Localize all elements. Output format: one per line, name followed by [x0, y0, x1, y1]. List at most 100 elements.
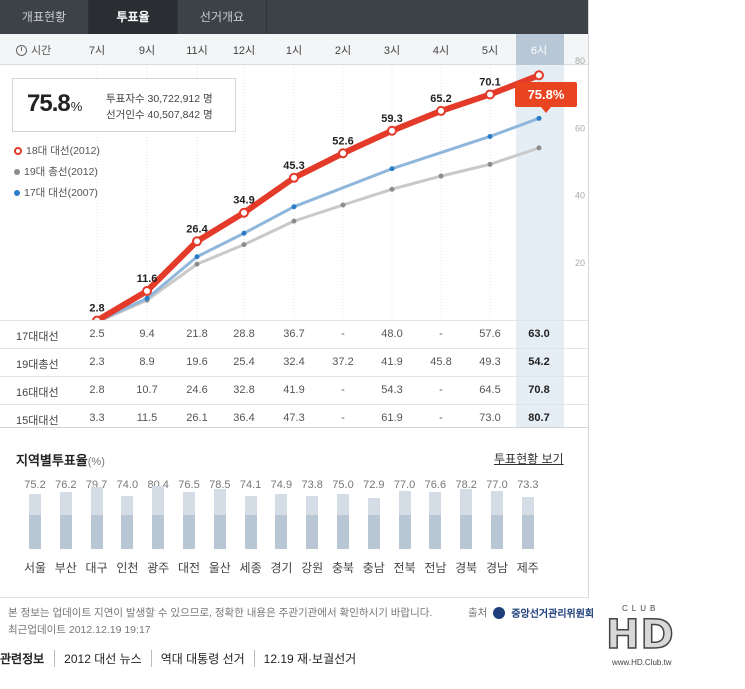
table-cell: 47.3 — [283, 412, 305, 424]
region-name: 전북 — [393, 561, 416, 575]
electors-count: 선거인수 40,507,842 명 — [106, 109, 213, 121]
table-cell: - — [439, 328, 443, 340]
table-cell: 48.0 — [381, 328, 403, 340]
region-value: 77.0 — [393, 479, 416, 491]
region-value: 75.0 — [332, 479, 354, 491]
data-point — [438, 173, 444, 179]
region-bar-cap — [337, 494, 349, 515]
region-bar — [121, 495, 134, 549]
legend-label: 17대 대선(2007) — [24, 187, 98, 199]
table-row: 17대대선 2.5 9.4 21.8 28.8 36.7 - 48.0 - 57.6 63.0 — [0, 320, 588, 348]
turnout-unit: % — [70, 99, 83, 114]
legend-marker-icon — [14, 168, 20, 175]
region-value: 74.9 — [270, 479, 293, 491]
watermark-url: www.HD.Club.tw — [612, 658, 672, 667]
turnout-value: 75.8 — [27, 90, 71, 117]
data-label: 52.6 — [332, 135, 353, 147]
tab-counting-status[interactable]: 개표현황 — [0, 0, 89, 34]
y-tick-label: 40 — [575, 191, 585, 201]
data-point — [389, 166, 395, 172]
table-row: 16대대선 2.8 10.7 24.6 32.8 41.9 - 54.3 - 64.5 70.8 — [0, 376, 588, 404]
table-cell: 32.4 — [283, 356, 305, 368]
region-name: 제주 — [516, 561, 539, 575]
region-bar — [429, 491, 442, 549]
turnout-status-link[interactable]: 투표현황 보기 — [494, 452, 564, 466]
region-value: 78.5 — [209, 479, 231, 491]
data-point — [536, 115, 542, 121]
table-cell: 64.5 — [479, 384, 501, 396]
region-value: 76.5 — [178, 479, 200, 491]
divider — [0, 427, 588, 428]
legend-item-17th: 17대 대선(2007) — [14, 182, 100, 203]
related-link-past-elections[interactable]: 역대 대통령 선거 — [150, 650, 254, 667]
table-cell: 21.8 — [186, 328, 208, 340]
legend-item-18th: 18대 대선(2012) — [14, 140, 100, 161]
table-cell: 70.8 — [528, 384, 550, 396]
region-bar-cap — [275, 494, 288, 515]
hour-label: 4시 — [432, 45, 450, 57]
y-tick-label: 20 — [575, 258, 585, 268]
time-header: 시간 — [0, 34, 588, 65]
table-cell: 36.7 — [283, 328, 305, 340]
data-point — [485, 89, 495, 100]
table-cell: 25.4 — [233, 356, 255, 368]
data-label: 26.4 — [186, 223, 208, 235]
region-bar — [29, 493, 41, 549]
region-bar — [521, 496, 534, 549]
legend-marker-icon — [14, 189, 20, 196]
related-link-news[interactable]: 2012 대선 뉴스 — [54, 650, 151, 667]
table-cell: 73.0 — [479, 412, 501, 424]
region-bar — [59, 492, 72, 549]
data-point — [340, 202, 346, 208]
region-name: 부산 — [54, 561, 77, 575]
chart-legend: 18대 대선(2012) 19대 총선(2012) 17대 대선(2007) — [14, 140, 100, 203]
region-value: 76.6 — [424, 479, 447, 491]
region-bar-cap — [460, 489, 473, 515]
region-value: 77.0 — [486, 479, 508, 491]
legend-item-19th-general: 19대 총선(2012) — [14, 161, 100, 182]
hour-label: 6시 — [530, 45, 548, 57]
hour-label: 9시 — [138, 45, 156, 57]
hour-label: 2시 — [334, 45, 352, 57]
data-label: 45.3 — [283, 160, 304, 172]
region-bar-cap — [29, 493, 41, 515]
turnout-percent: 75.8% — [27, 90, 83, 118]
watermark-logo: CLUB HD www.HD.Club.tw — [604, 604, 700, 674]
table-cell: 54.3 — [381, 384, 403, 396]
region-bar — [367, 497, 380, 549]
region-bar — [152, 485, 165, 549]
source-name[interactable]: 중앙선거관리위원회 — [511, 609, 595, 620]
y-tick-label: 60 — [575, 123, 585, 133]
table-row: 15대대선 3.3 11.5 26.1 36.4 47.3 - 61.9 - 73.0 80.7 — [0, 404, 588, 432]
data-label: 2.8 — [89, 303, 104, 315]
region-bar-cap — [59, 492, 72, 515]
panel-border — [588, 0, 589, 598]
legend-label: 18대 대선(2012) — [26, 145, 100, 157]
y-tick-label: 80 — [575, 56, 585, 66]
region-bar — [213, 488, 226, 549]
hour-label: 7시 — [88, 45, 106, 57]
data-point — [487, 161, 493, 167]
table-cell: 37.2 — [332, 356, 354, 368]
table-cell: 11.5 — [136, 412, 158, 424]
region-name: 충남 — [362, 561, 385, 575]
data-point — [92, 315, 102, 320]
table-cell: 2.5 — [89, 328, 105, 340]
turnout-line-chart: 20 40 60 80 2.8 11.6 26.4 34.9 45.3 52.6 59.3 65.2 7… — [89, 56, 585, 320]
tab-election-overview[interactable]: 선거개요 — [178, 0, 267, 34]
region-bar — [398, 491, 411, 549]
region-name: 대구 — [85, 561, 108, 575]
historical-turnout-table: 17대대선 2.5 9.4 21.8 28.8 36.7 - 48.0 - 57.6 63.0 19대… — [0, 320, 588, 432]
data-point — [291, 218, 297, 224]
last-updated: 최근업데이트 2012.12.19 19:17 — [8, 624, 151, 636]
table-cell: 2.3 — [89, 356, 105, 368]
data-point — [338, 148, 348, 159]
hour-label: 1시 — [285, 45, 303, 57]
row-label: 15대대선 — [16, 415, 59, 427]
series-line — [98, 146, 541, 320]
related-link-by-election[interactable]: 12.19 재·보궐선거 — [253, 650, 366, 667]
table-cell: 8.9 — [139, 356, 155, 368]
region-bar — [337, 494, 349, 549]
time-label-text: 시간 — [31, 45, 52, 57]
tab-turnout[interactable]: 투표율 — [89, 0, 178, 34]
